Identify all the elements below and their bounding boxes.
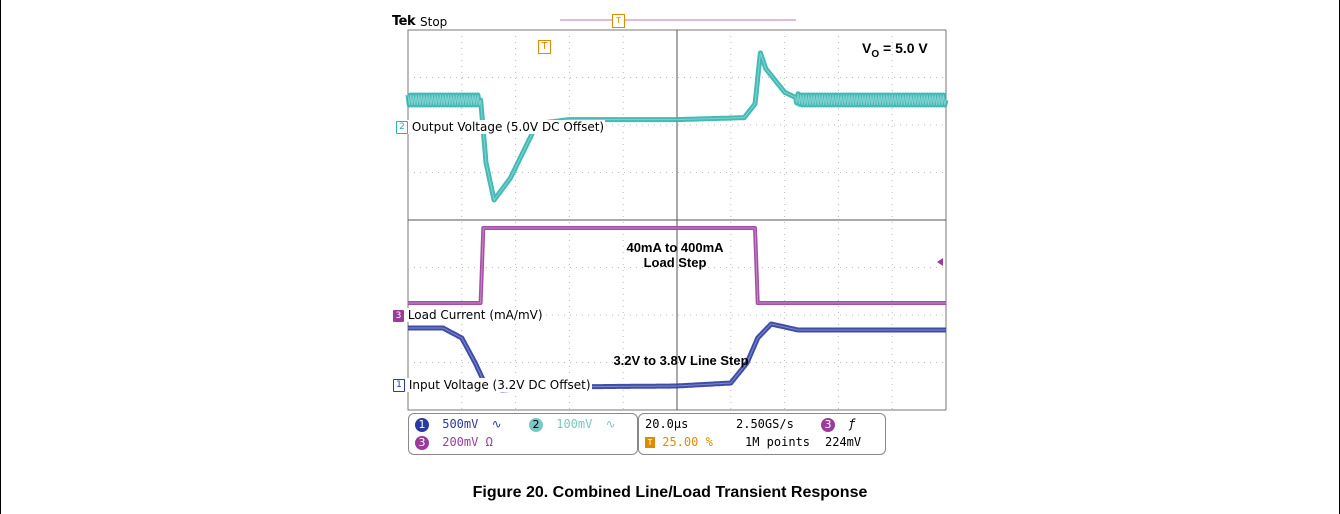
- trigger-position-marker[interactable]: T: [538, 40, 551, 54]
- trigger-level[interactable]: 224mV: [825, 435, 862, 449]
- page-frame-left: [0, 0, 1, 514]
- ch1-chip: 1: [415, 417, 429, 432]
- acquisition-settings-panel: 20.0µs 2.50GS/s T 25.00 % 1M points 3 ƒ …: [638, 413, 886, 455]
- trigger-position-icon: T: [645, 437, 655, 448]
- load-step-line2: Load Step: [643, 255, 707, 270]
- oscilloscope-chart: [405, 19, 949, 411]
- ch2-coupling: ∿: [605, 417, 616, 431]
- trace-channel-2: [405, 50, 949, 203]
- line-step-annotation: 3.2V to 3.8V Line Step: [613, 353, 749, 368]
- graticule: [408, 30, 946, 410]
- acquisition-status: Stop: [420, 15, 448, 29]
- trace-highlight-channel-3: [408, 227, 946, 304]
- record-length: 1M points: [745, 435, 811, 449]
- ch3-settings[interactable]: 3 200mV Ω: [415, 435, 493, 450]
- trigger-slope-icon: ƒ: [848, 417, 856, 431]
- load-step-line1: 40mA to 400mA: [626, 240, 724, 255]
- vout-symbol: V: [862, 40, 872, 56]
- ch3-chip: 3: [415, 435, 429, 450]
- ch1-settings[interactable]: 1 500mV ∿: [415, 417, 502, 432]
- vout-value: = 5.0 V: [883, 40, 928, 56]
- vout-annotation: VO = 5.0 V: [862, 40, 928, 60]
- trace-channel-3: [407, 226, 947, 305]
- channel-3-marker[interactable]: 3: [393, 309, 404, 322]
- load-step-annotation: 40mA to 400mA Load Step: [605, 240, 745, 270]
- channel-settings-panel: 1 500mV ∿ 2 100mV ∿ 3 200mV Ω: [408, 413, 638, 455]
- ch3-scale: 200mV Ω: [442, 435, 493, 449]
- timebase[interactable]: 20.0µs: [645, 417, 689, 431]
- figure-caption: Figure 20. Combined Line/Load Transient …: [472, 484, 868, 501]
- trigger-position-value: 25.00 %: [662, 435, 713, 449]
- scope-brand: Tek: [392, 14, 416, 29]
- channel-2-label-text: Output Voltage (5.0V DC Offset): [411, 120, 605, 134]
- vout-subscript: O: [871, 48, 880, 60]
- trace-highlight-channel-2: [407, 52, 947, 202]
- ch1-coupling: ∿: [491, 417, 502, 431]
- ch2-settings[interactable]: 2 100mV ∿: [529, 417, 616, 432]
- trigger-position[interactable]: T 25.00 %: [645, 435, 713, 449]
- ch2-scale: 100mV: [556, 417, 593, 431]
- trigger-source[interactable]: 3 ƒ: [821, 417, 855, 432]
- trigger-position-indicator[interactable]: T: [612, 14, 625, 28]
- ch2-chip: 2: [529, 417, 543, 432]
- channel-3-label-text: Load Current (mA/mV): [407, 308, 543, 322]
- ch1-scale: 500mV: [442, 417, 479, 431]
- channel-2-marker[interactable]: 2: [396, 121, 408, 134]
- sample-rate: 2.50GS/s: [736, 417, 794, 431]
- channel-3-label: 3 Load Current (mA/mV): [392, 308, 544, 322]
- trigger-source-chip: 3: [821, 417, 835, 432]
- channel-2-label: 2 Output Voltage (5.0V DC Offset): [395, 120, 606, 134]
- channel-1-label: 1 Input Voltage (3.2V DC Offset): [392, 378, 592, 392]
- trigger-level-arrow[interactable]: [937, 258, 943, 266]
- channel-1-label-text: Input Voltage (3.2V DC Offset): [408, 378, 591, 392]
- channel-1-marker[interactable]: 1: [393, 379, 405, 392]
